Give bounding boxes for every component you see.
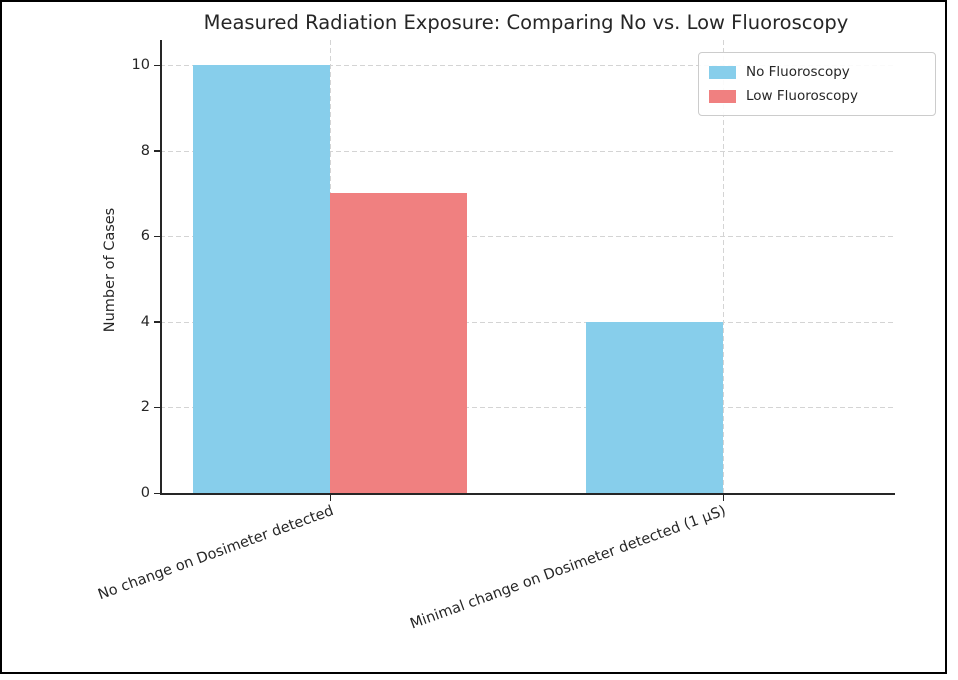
bottom-spine bbox=[160, 493, 895, 495]
legend: No Fluoroscopy Low Fluoroscopy bbox=[698, 52, 936, 116]
y-tick-mark bbox=[154, 64, 160, 66]
gridline-vertical bbox=[723, 40, 724, 493]
y-tick-label: 0 bbox=[140, 485, 150, 501]
gridline-horizontal bbox=[160, 407, 895, 409]
legend-item: No Fluoroscopy bbox=[709, 60, 925, 84]
bar-low-fluoroscopy-cat0 bbox=[330, 193, 467, 493]
x-tick-mark bbox=[722, 494, 724, 501]
y-tick-label: 2 bbox=[140, 399, 150, 416]
x-tick-label: Minimal change on Dosimeter detected (1 … bbox=[408, 503, 729, 633]
legend-label: No Fluoroscopy bbox=[746, 64, 850, 80]
y-tick-mark bbox=[154, 406, 160, 409]
y-tick-mark bbox=[154, 321, 160, 323]
legend-swatch-icon bbox=[709, 65, 736, 79]
legend-label: Low Fluoroscopy bbox=[746, 88, 858, 104]
left-spine bbox=[160, 40, 162, 493]
y-tick-label: 4 bbox=[140, 313, 150, 330]
x-tick-mark bbox=[329, 494, 331, 501]
gridline-horizontal bbox=[160, 236, 895, 238]
bar-no-fluoroscopy-cat0 bbox=[193, 65, 330, 493]
chart-title: Measured Radiation Exposure: Comparing N… bbox=[203, 11, 849, 34]
y-tick-label: 10 bbox=[131, 57, 150, 73]
legend-item: Low Fluoroscopy bbox=[709, 84, 925, 108]
x-tick-label: No change on Dosimeter detected bbox=[95, 503, 336, 604]
y-tick-mark bbox=[154, 492, 160, 494]
y-tick-label: 6 bbox=[140, 228, 150, 245]
gridline-horizontal bbox=[160, 150, 895, 152]
legend-swatch-icon bbox=[709, 89, 736, 103]
gridline-horizontal bbox=[160, 321, 895, 323]
y-tick-label: 8 bbox=[140, 142, 150, 159]
y-tick-mark bbox=[154, 235, 160, 238]
gridline-horizontal bbox=[160, 65, 895, 66]
y-tick-mark bbox=[154, 150, 160, 152]
bar-no-fluoroscopy-cat1 bbox=[586, 321, 723, 493]
figure-frame: Measured Radiation Exposure: Comparing N… bbox=[0, 0, 947, 674]
